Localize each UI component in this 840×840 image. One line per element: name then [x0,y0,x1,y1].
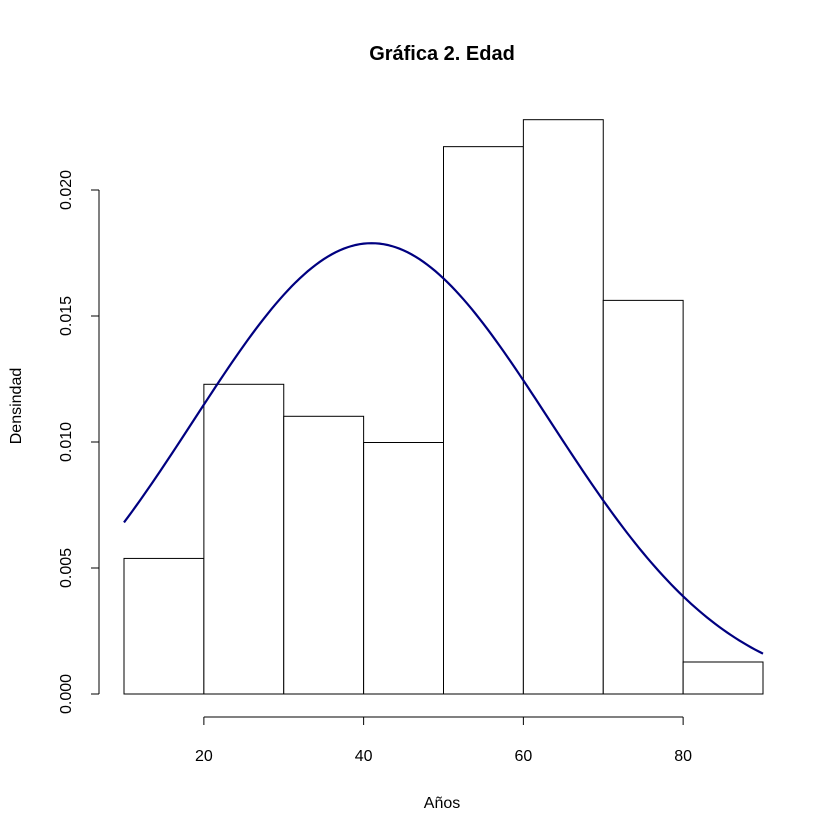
y-tick-label: 0.000 [58,674,75,714]
y-tick-label: 0.005 [58,548,75,588]
x-tick-label: 60 [514,748,532,765]
x-tick-label: 20 [195,748,213,765]
histogram-bar-4 [363,442,444,695]
x-axis: 20 40 60 80 [195,716,692,765]
chart-title: Gráfica 2. Edad [369,43,515,65]
y-tick-label: 0.010 [58,422,75,462]
y-tick-label: 0.020 [58,170,75,210]
bars-group [123,119,764,695]
x-axis-label: Años [424,795,460,812]
histogram-bar-2 [203,383,285,695]
y-tick-label: 0.015 [58,296,75,336]
density-curve-group [123,242,764,655]
y-axis: 0.000 0.005 0.010 0.015 0.020 [58,170,100,714]
histogram-bar-3 [283,415,365,695]
histogram-bar-5 [443,146,524,695]
histogram-bar-8 [682,661,764,695]
x-tick-label: 80 [674,748,692,765]
y-axis-label: Densindad [8,368,25,445]
histogram-bar-1 [123,557,205,695]
histogram-bar-6 [522,119,604,695]
x-tick-label: 40 [355,748,373,765]
histogram-bar-7 [602,299,684,695]
density-curve [123,242,764,655]
